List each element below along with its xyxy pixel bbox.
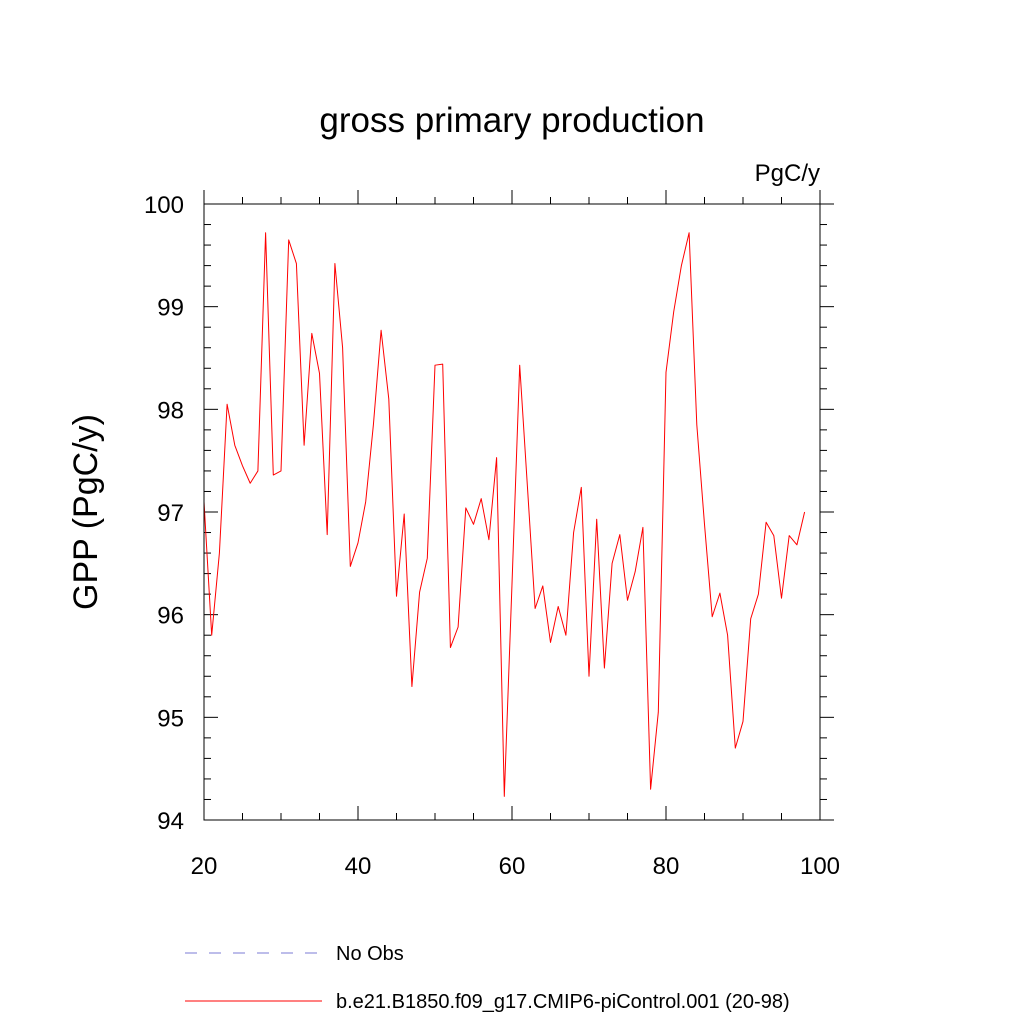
y-tick-label: 94 <box>157 808 184 835</box>
y-tick-label: 95 <box>157 705 184 732</box>
series-lines <box>203 232 806 797</box>
units-label: PgC/y <box>755 160 820 187</box>
y-axis-label: GPP (PgC/y) <box>67 414 105 610</box>
legend-label-model: b.e21.B1850.f09_g17.CMIP6-piControl.001 … <box>336 991 790 1013</box>
x-tick-label: 80 <box>653 853 680 880</box>
y-tick-label: 99 <box>157 295 184 322</box>
plot-frame <box>203 203 821 821</box>
y-tick-label: 97 <box>157 500 184 527</box>
tick-labels: 20 40 60 80 100 94 95 96 97 98 99 100 <box>144 192 840 880</box>
chart-title: gross primary production <box>319 101 704 140</box>
x-tick-label: 100 <box>800 853 840 880</box>
y-tick-label: 100 <box>144 192 184 219</box>
series-line-1 <box>203 232 806 797</box>
x-tick-label: 40 <box>345 853 372 880</box>
legend: No Obs b.e21.B1850.f09_g17.CMIP6-piContr… <box>185 943 790 1013</box>
legend-label-no-obs: No Obs <box>336 943 404 965</box>
y-tick-label: 98 <box>157 397 184 424</box>
axis-ticks <box>203 190 834 821</box>
y-tick-label: 96 <box>157 603 184 630</box>
x-tick-label: 60 <box>499 853 526 880</box>
x-tick-label: 20 <box>191 853 218 880</box>
